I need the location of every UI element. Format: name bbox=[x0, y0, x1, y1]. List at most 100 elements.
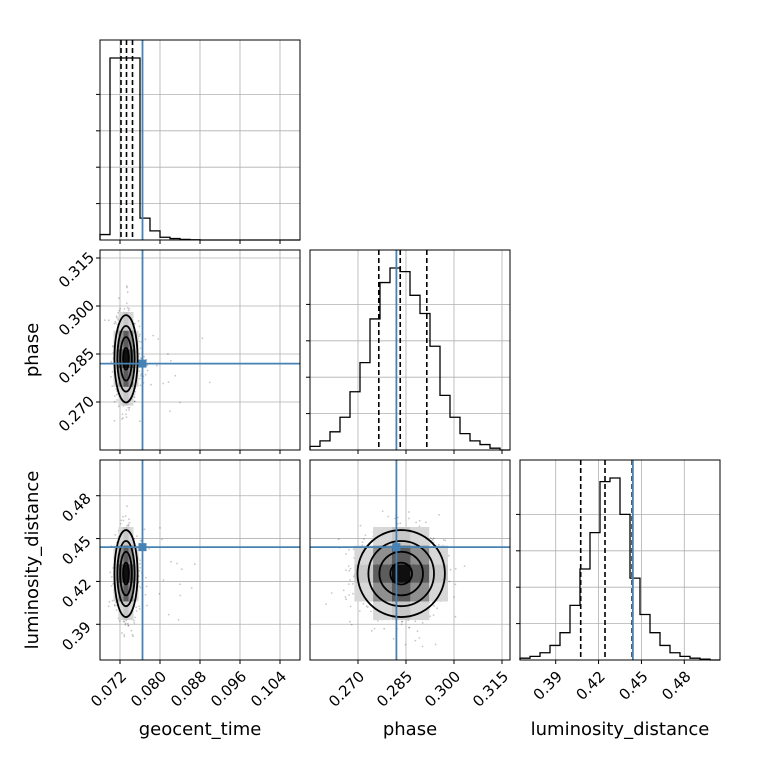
contour-level-1 bbox=[389, 561, 414, 586]
scatter-point bbox=[103, 319, 106, 321]
scatter-point bbox=[135, 610, 138, 612]
density-cell bbox=[123, 582, 129, 602]
scatter-point bbox=[344, 596, 347, 598]
scatter-point bbox=[438, 514, 440, 516]
scatter-point bbox=[363, 538, 365, 541]
scatter-point bbox=[139, 586, 142, 589]
scatter-point bbox=[133, 396, 136, 398]
scatter-point bbox=[118, 309, 121, 312]
scatter-point bbox=[124, 622, 127, 625]
scatter-point bbox=[116, 399, 118, 401]
scatter-point bbox=[350, 623, 353, 626]
scatter-point bbox=[396, 523, 399, 525]
scatter-point bbox=[115, 322, 117, 324]
scatter-point bbox=[347, 583, 350, 585]
density-cell bbox=[133, 349, 139, 369]
scatter-point bbox=[400, 623, 403, 626]
scatter-point bbox=[138, 569, 141, 572]
scatter-point bbox=[146, 369, 149, 372]
y-tick-label-luminosity_distance: 0.42 bbox=[58, 575, 94, 611]
scatter-point bbox=[345, 553, 347, 555]
scatter-point bbox=[432, 537, 435, 539]
scatter-point bbox=[155, 364, 158, 367]
scatter-point bbox=[418, 519, 421, 522]
x-axis-label-luminosity_distance: luminosity_distance bbox=[531, 719, 710, 740]
density-cell bbox=[118, 386, 124, 406]
scatter-point bbox=[139, 357, 142, 359]
scatter-point bbox=[399, 522, 402, 525]
scatter-point bbox=[113, 395, 116, 397]
density-cell bbox=[128, 330, 134, 350]
scatter-point bbox=[167, 381, 170, 383]
truth-marker bbox=[138, 543, 147, 552]
scatter-point bbox=[122, 417, 124, 419]
scatter-point bbox=[123, 308, 126, 310]
scatter-point bbox=[125, 416, 128, 419]
scatter-point bbox=[349, 605, 352, 608]
scatter-point bbox=[122, 519, 125, 522]
scatter-point bbox=[383, 627, 386, 630]
density-cell bbox=[123, 386, 129, 406]
x-tick-label-geocent_time: 0.096 bbox=[207, 668, 250, 711]
scatter-point bbox=[140, 373, 143, 375]
scatter-point bbox=[414, 639, 417, 642]
scatter-point bbox=[162, 579, 165, 581]
scatter-point bbox=[110, 576, 113, 578]
scatter-point bbox=[361, 541, 364, 543]
density-cell bbox=[118, 601, 124, 621]
scatter-point bbox=[128, 521, 131, 524]
scatter-point bbox=[415, 521, 417, 524]
scatter-point bbox=[123, 634, 126, 636]
scatter-point bbox=[433, 605, 435, 607]
scatter-point bbox=[143, 355, 146, 358]
scatter-point bbox=[162, 382, 165, 385]
x-axis-label-geocent_time: geocent_time bbox=[139, 719, 262, 740]
scatter-point bbox=[128, 409, 131, 411]
density-cell bbox=[123, 368, 129, 387]
scatter-point bbox=[449, 568, 452, 571]
scatter-point bbox=[138, 340, 141, 343]
y-tick-label-phase: 0.300 bbox=[55, 296, 98, 339]
scatter-point bbox=[134, 322, 136, 325]
panel-geocent_time-hist bbox=[96, 39, 301, 244]
scatter-point bbox=[133, 622, 136, 624]
scatter-point bbox=[114, 604, 116, 607]
scatter-point bbox=[418, 525, 421, 528]
scatter-point bbox=[128, 518, 130, 521]
scatter-point bbox=[349, 579, 351, 581]
hist-step-luminosity_distance bbox=[519, 477, 720, 661]
density-cell bbox=[133, 564, 139, 583]
scatter-point bbox=[454, 615, 457, 618]
panel-frame bbox=[519, 459, 721, 661]
scatter-point bbox=[125, 409, 128, 411]
scatter-point bbox=[139, 566, 141, 569]
contour-level-1 bbox=[122, 561, 130, 586]
density-cell bbox=[123, 349, 129, 369]
scatter-point bbox=[146, 604, 148, 607]
scatter-point bbox=[370, 629, 373, 632]
contour-level-4 bbox=[356, 529, 446, 618]
scatter-point bbox=[437, 543, 440, 546]
scatter-point bbox=[170, 560, 173, 563]
scatter-point bbox=[145, 585, 148, 588]
scatter-point bbox=[138, 335, 141, 337]
scatter-point bbox=[107, 319, 110, 322]
scatter-point bbox=[127, 624, 130, 627]
scatter-point bbox=[348, 569, 351, 572]
scatter-point bbox=[454, 567, 457, 570]
y-tick-label-luminosity_distance: 0.39 bbox=[58, 618, 94, 654]
scatter-point bbox=[432, 614, 435, 616]
scatter-point bbox=[447, 554, 450, 557]
scatter-point bbox=[108, 601, 111, 603]
scatter-point bbox=[125, 285, 128, 288]
scatter-point bbox=[113, 603, 116, 606]
scatter-point bbox=[347, 565, 350, 567]
scatter-point bbox=[127, 523, 130, 526]
y-tick-label-luminosity_distance: 0.48 bbox=[58, 489, 94, 525]
scatter-point bbox=[408, 517, 410, 520]
contour-level-3 bbox=[116, 540, 136, 608]
scatter-point bbox=[325, 603, 327, 605]
scatter-point bbox=[111, 385, 114, 387]
scatter-point bbox=[381, 510, 384, 513]
